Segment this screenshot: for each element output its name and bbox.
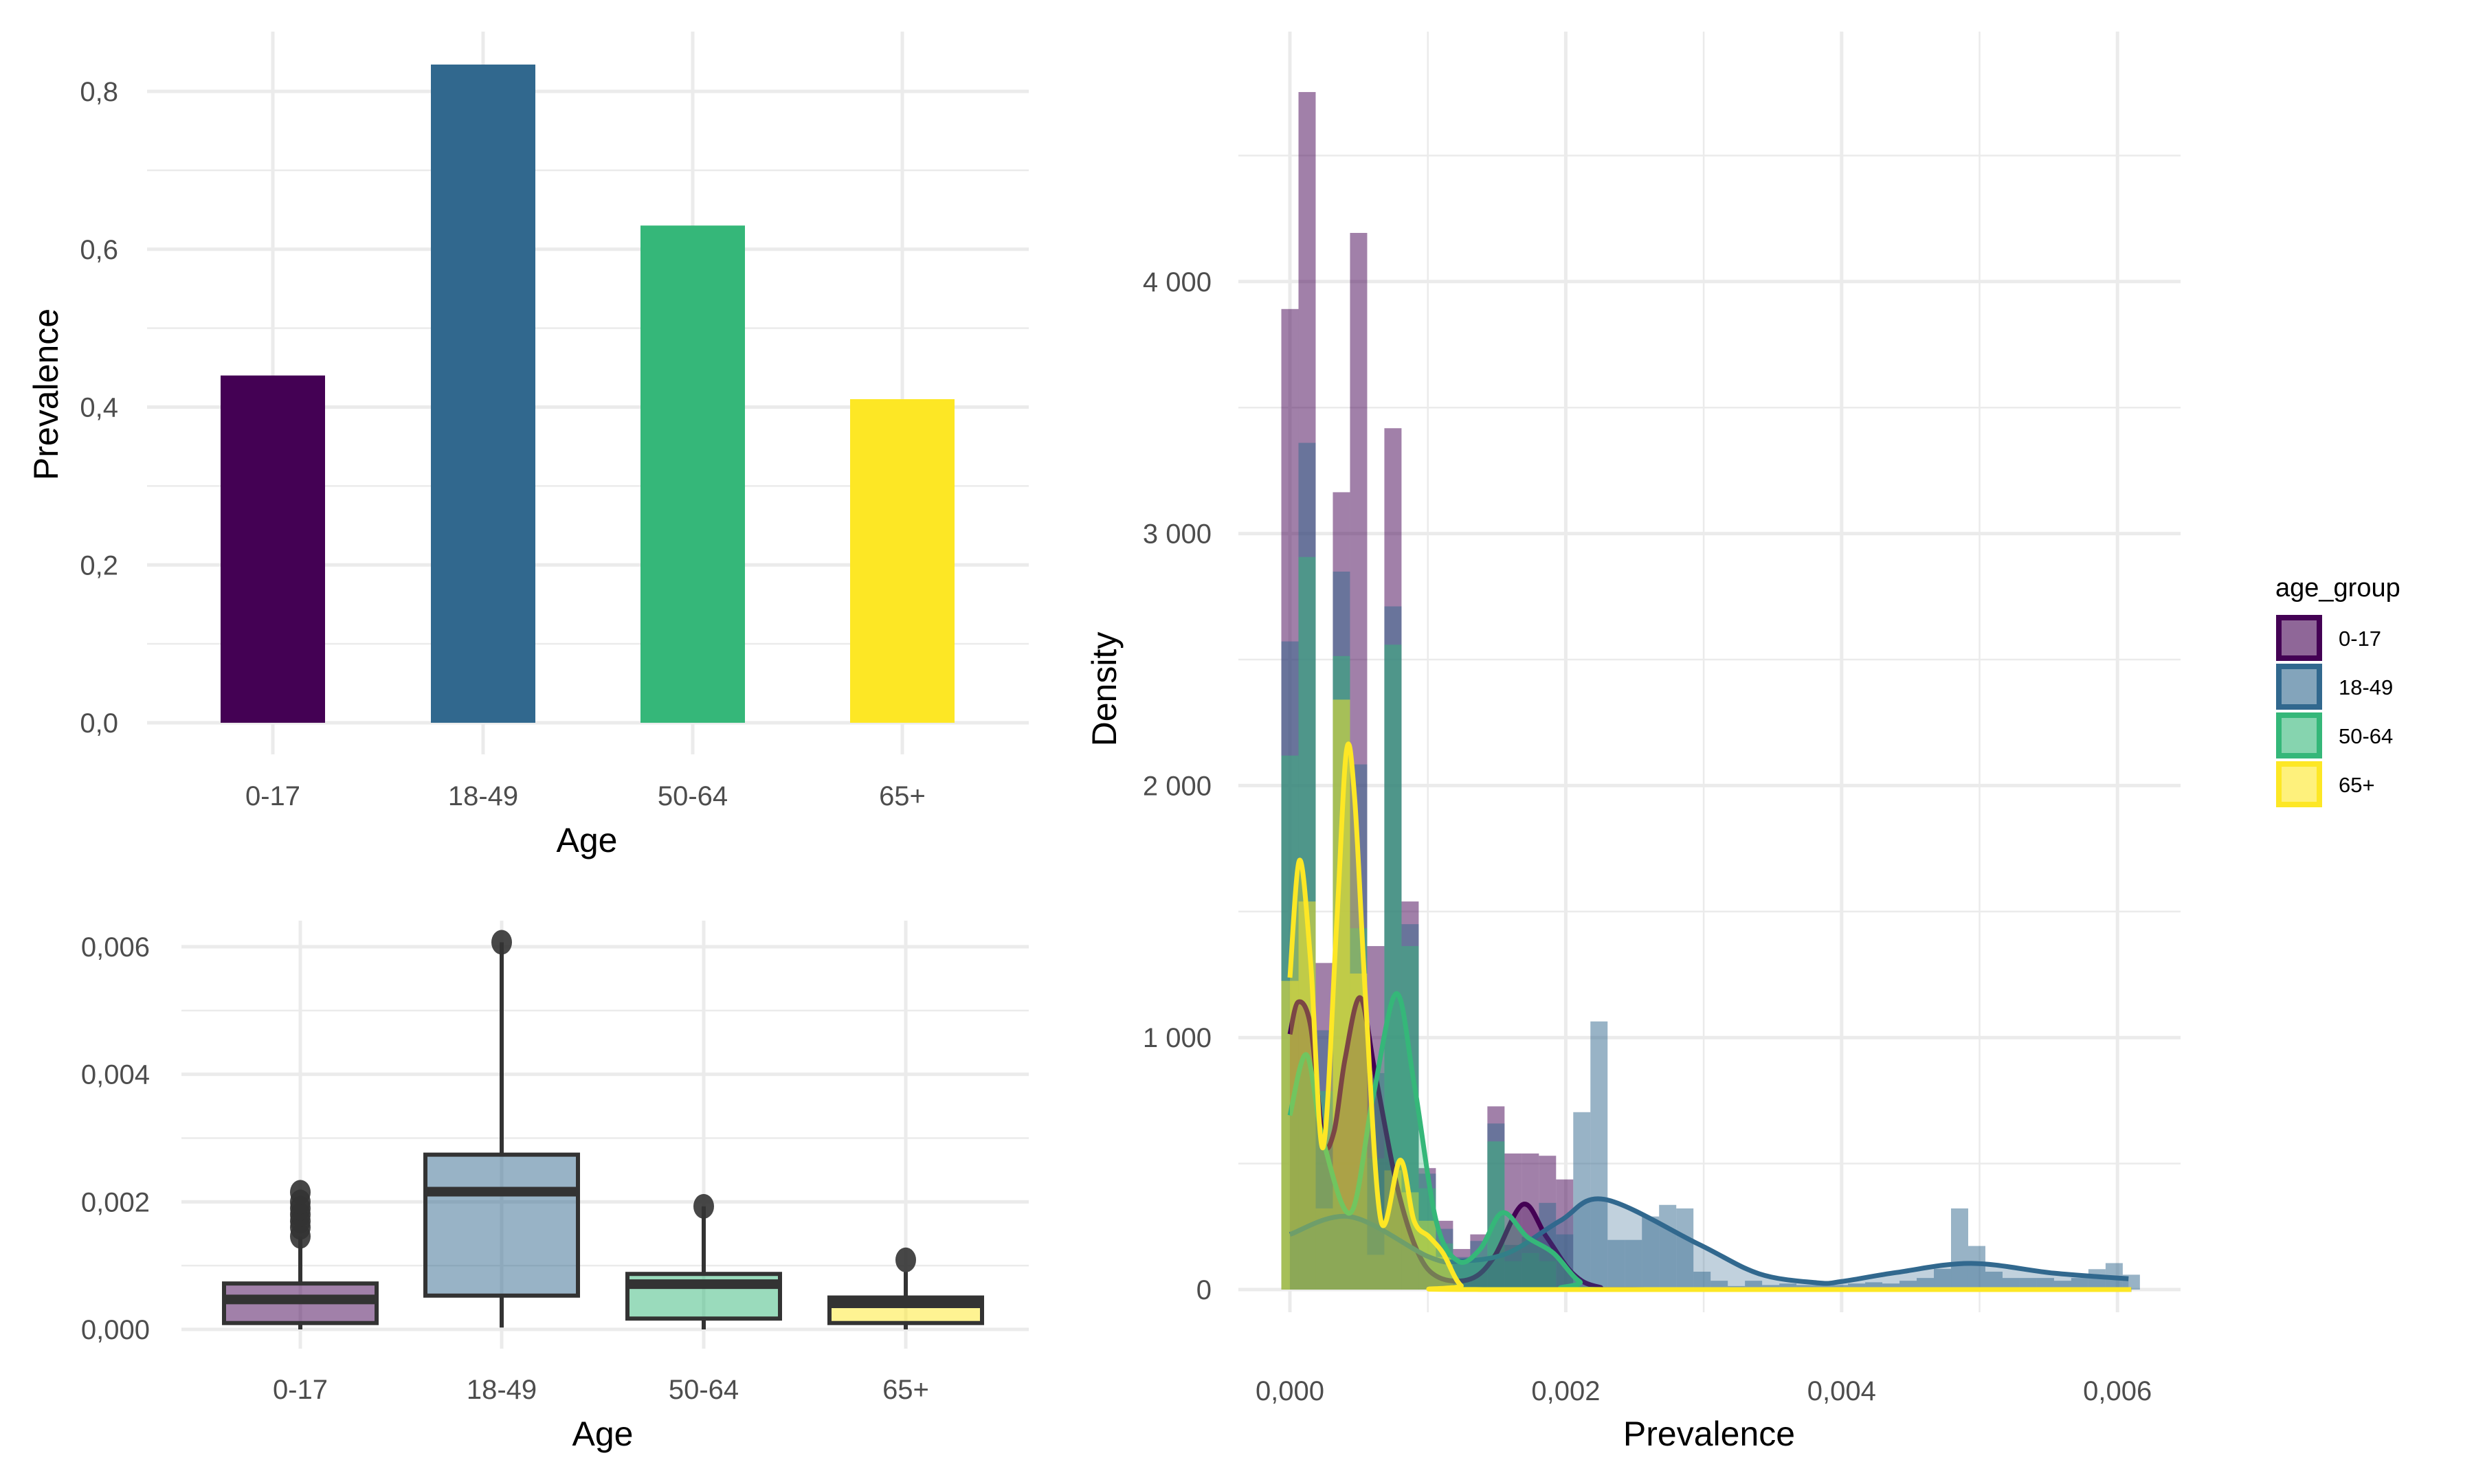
- histogram-bar-18-49: [1659, 1204, 1677, 1290]
- bar-y-axis-title: Prevalence: [27, 308, 65, 480]
- histogram-bar-18-49: [2019, 1278, 2037, 1290]
- histogram-bar-18-49: [1882, 1283, 1900, 1290]
- density-x-axis-title: Prevalence: [1623, 1415, 1795, 1453]
- y-tick-label: 3 000: [1143, 519, 1212, 550]
- x-tick-label: 0,004: [1807, 1376, 1876, 1406]
- histogram-bar-18-49: [2071, 1278, 2088, 1290]
- density-area-0-17: [1290, 998, 2132, 1290]
- legend-key-65+: [2276, 761, 2322, 807]
- histogram-bar-18-49: [1676, 1208, 1694, 1290]
- density-histogram-panel: 0,000 0,002 0,004 0,006 0 1 000 2 000 3 000 4 00…: [1143, 32, 2181, 1406]
- x-tick-label: 0,000: [1256, 1376, 1324, 1406]
- y-tick-label: 2 000: [1143, 771, 1212, 801]
- histogram-bar-18-49: [1865, 1282, 1883, 1290]
- legend-title: age_group: [2275, 574, 2400, 603]
- legend-key-0-17: [2276, 615, 2322, 661]
- bar-50-64: [640, 225, 745, 723]
- y-tick-label: 0,2: [80, 550, 118, 581]
- histogram-bar-18-49: [2002, 1278, 2020, 1290]
- histogram-bar-18-49: [1848, 1283, 1866, 1290]
- outlier-point: [290, 1180, 311, 1205]
- x-tick-label: 65+: [882, 1375, 929, 1405]
- x-tick-label: 50-64: [658, 781, 728, 811]
- x-tick-label: 0,006: [2083, 1376, 2152, 1406]
- histogram-bar-18-49: [1625, 1239, 1642, 1290]
- histogram-bar-65+: [1367, 1255, 1385, 1290]
- density-line-18-49: [1289, 1196, 2129, 1286]
- y-tick-label: 1 000: [1143, 1023, 1212, 1053]
- histogram-bar-18-49: [1693, 1271, 1711, 1290]
- y-tick-label: 0,8: [80, 77, 118, 107]
- legend-label: 65+: [2339, 773, 2375, 797]
- histogram-bar-18-49: [1934, 1268, 1952, 1290]
- boxplot-panel: 0-17 18-49 50-64 65+ 0,000 0,002 0,004 0,006: [81, 921, 1029, 1405]
- outlier-point: [693, 1193, 714, 1219]
- bar-65+: [850, 399, 955, 723]
- histogram-bar-18-49: [1951, 1208, 1968, 1290]
- histogram-bar-18-49: [1779, 1283, 1797, 1290]
- box-18-49: [423, 1152, 580, 1298]
- outlier-point: [491, 930, 512, 955]
- y-tick-label: 0,6: [80, 235, 118, 265]
- bar-chart-panel: 0-17 18-49 50-64 65+ 0,0 0,2 0,4 0,6 0,8: [80, 32, 1029, 811]
- legend-label: 0-17: [2339, 627, 2381, 651]
- histogram-bar-18-49: [1590, 1021, 1608, 1290]
- bar-x-axis-title: Age: [557, 821, 618, 859]
- outlier-point: [895, 1247, 916, 1272]
- histogram-bar-18-49: [1642, 1216, 1660, 1290]
- density-area-65+: [1290, 743, 2132, 1290]
- legend-label: 50-64: [2339, 724, 2393, 748]
- y-tick-label: 0,0: [80, 708, 118, 739]
- x-tick-label: 18-49: [448, 781, 518, 811]
- y-tick-label: 0,006: [81, 932, 150, 963]
- histogram-bar-18-49: [2036, 1278, 2054, 1290]
- histogram-bar-18-49: [1985, 1271, 2003, 1290]
- y-tick-label: 0: [1196, 1275, 1212, 1305]
- histogram-bar-18-49: [1917, 1278, 1935, 1290]
- histogram-bar-50-64: [1539, 1261, 1557, 1290]
- density-area-18-49: [1290, 1198, 2129, 1290]
- x-tick-label: 18-49: [467, 1375, 537, 1405]
- legend-key-18-49: [2276, 664, 2322, 710]
- legend-label: 18-49: [2339, 675, 2393, 699]
- histogram-bar-18-49: [1607, 1239, 1625, 1290]
- histogram-bar-50-64: [1522, 1252, 1539, 1290]
- bar-0-17: [221, 375, 325, 723]
- y-tick-label: 0,004: [81, 1060, 150, 1090]
- histogram-bar-50-64: [1504, 1261, 1522, 1290]
- density-y-axis-title: Density: [1085, 632, 1124, 747]
- x-tick-label: 0,002: [1531, 1376, 1600, 1406]
- y-tick-label: 0,002: [81, 1187, 150, 1217]
- bar-18-49: [431, 64, 535, 723]
- y-tick-label: 0,000: [81, 1315, 150, 1345]
- x-tick-label: 50-64: [669, 1375, 739, 1405]
- x-tick-label: 65+: [879, 781, 926, 811]
- histogram-bar-18-49: [1968, 1246, 1985, 1290]
- density-line-65+: [1287, 741, 2132, 1292]
- y-tick-label: 4 000: [1143, 267, 1212, 297]
- x-tick-label: 0-17: [273, 1375, 328, 1405]
- x-tick-label: 0-17: [245, 781, 300, 811]
- box-x-axis-title: Age: [572, 1415, 634, 1453]
- y-tick-label: 0,4: [80, 393, 118, 423]
- legend: age_group 0-17 18-49 50-64 65+: [2275, 574, 2400, 807]
- legend-key-50-64: [2276, 712, 2322, 758]
